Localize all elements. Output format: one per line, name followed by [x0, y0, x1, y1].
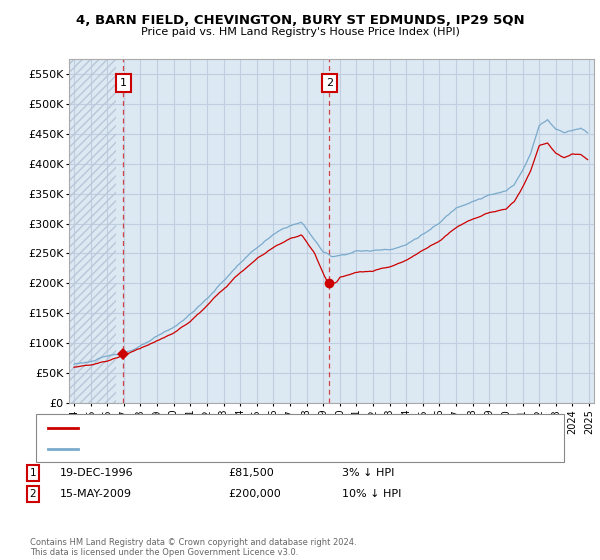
Text: Price paid vs. HM Land Registry's House Price Index (HPI): Price paid vs. HM Land Registry's House … — [140, 27, 460, 37]
Text: 1: 1 — [29, 468, 37, 478]
Text: HPI: Average price, detached house, West Suffolk: HPI: Average price, detached house, West… — [87, 444, 328, 454]
Text: 3% ↓ HPI: 3% ↓ HPI — [342, 468, 394, 478]
Text: £81,500: £81,500 — [228, 468, 274, 478]
Text: £200,000: £200,000 — [228, 489, 281, 499]
Text: 2: 2 — [29, 489, 37, 499]
Text: 19-DEC-1996: 19-DEC-1996 — [60, 468, 134, 478]
Text: 4, BARN FIELD, CHEVINGTON, BURY ST EDMUNDS, IP29 5QN (detached house): 4, BARN FIELD, CHEVINGTON, BURY ST EDMUN… — [87, 423, 471, 433]
Text: 10% ↓ HPI: 10% ↓ HPI — [342, 489, 401, 499]
Text: 2: 2 — [326, 78, 333, 88]
Bar — [69, 59, 116, 403]
Text: 15-MAY-2009: 15-MAY-2009 — [60, 489, 132, 499]
Text: 4, BARN FIELD, CHEVINGTON, BURY ST EDMUNDS, IP29 5QN: 4, BARN FIELD, CHEVINGTON, BURY ST EDMUN… — [76, 14, 524, 27]
Text: Contains HM Land Registry data © Crown copyright and database right 2024.
This d: Contains HM Land Registry data © Crown c… — [30, 538, 356, 557]
Text: 1: 1 — [119, 78, 127, 88]
